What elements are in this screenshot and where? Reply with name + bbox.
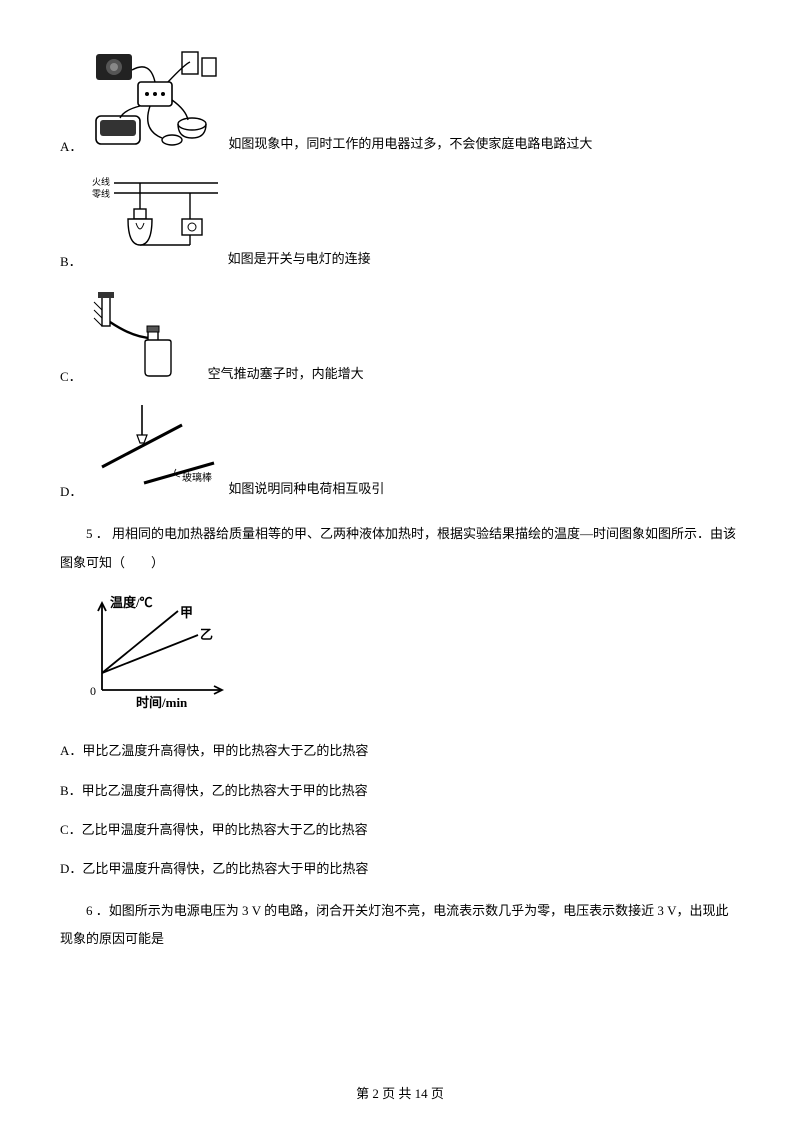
- option-d-text: 如图说明同种电荷相互吸引: [228, 477, 384, 500]
- option-d-label: D．: [60, 481, 82, 500]
- option-b-figure: 火线 零线: [90, 175, 220, 270]
- neutral-wire-label: 零线: [92, 188, 110, 199]
- option-c-row: C． 空气推动塞子时，内能增大: [60, 290, 740, 385]
- page-footer: 第 2 页 共 14 页: [0, 1083, 800, 1102]
- option-d-row: D． 玻璃棒 如图说明同种电荷相互吸引: [60, 405, 740, 500]
- option-a-row: A． 如图现象中，同: [60, 50, 740, 155]
- chart-series2-label: 乙: [200, 627, 213, 642]
- option-a-label: A．: [60, 136, 82, 155]
- q6-stem: 6 ．如图所示为电源电压为 3 V 的电路，闭合开关灯泡不亮，电流表示数几乎为零…: [60, 897, 740, 954]
- air-pump-flask-icon: [90, 290, 200, 380]
- option-b-label: B．: [60, 251, 82, 270]
- q5-stem: 5 ． 用相同的电加热器给质量相等的甲、乙两种液体加热时，根据实验结果描绘的温度…: [60, 520, 740, 577]
- q5-option-a: A．甲比乙温度升高得快，甲的比热容大于乙的比热容: [60, 739, 740, 762]
- page: A． 如图现象中，同: [0, 0, 800, 1132]
- live-wire-label: 火线: [92, 176, 110, 187]
- option-b-row: B． 火线 零线 如图是开关与电灯的连接: [60, 175, 740, 270]
- temperature-time-chart-icon: 温度/℃ 甲 乙 0 时间/min: [82, 595, 232, 710]
- glass-rod-label: 玻璃棒: [182, 471, 212, 484]
- q5-chart: 温度/℃ 甲 乙 0 时间/min: [82, 595, 740, 715]
- chart-origin-label: 0: [90, 684, 96, 698]
- option-a-text: 如图现象中，同时工作的用电器过多，不会使家庭电路电路过大: [228, 132, 592, 155]
- option-a-figure: [90, 50, 220, 155]
- q5-option-c: C．乙比甲温度升高得快，甲的比热容大于乙的比热容: [60, 818, 740, 841]
- q5-option-b: B．甲比乙温度升高得快，乙的比热容大于甲的比热容: [60, 779, 740, 802]
- appliances-icon: [90, 50, 220, 150]
- chart-x-axis-label: 时间/min: [136, 695, 188, 710]
- option-b-text: 如图是开关与电灯的连接: [228, 247, 371, 270]
- glass-rod-charges-icon: 玻璃棒: [90, 405, 220, 495]
- option-c-figure: [90, 290, 200, 385]
- switch-lamp-circuit-icon: 火线 零线: [90, 175, 220, 265]
- chart-y-axis-label: 温度/℃: [110, 595, 153, 610]
- q5-option-d: D．乙比甲温度升高得快，乙的比热容大于甲的比热容: [60, 857, 740, 880]
- option-c-label: C．: [60, 366, 82, 385]
- option-d-figure: 玻璃棒: [90, 405, 220, 500]
- option-c-text: 空气推动塞子时，内能增大: [208, 362, 364, 385]
- chart-series1-label: 甲: [180, 605, 193, 620]
